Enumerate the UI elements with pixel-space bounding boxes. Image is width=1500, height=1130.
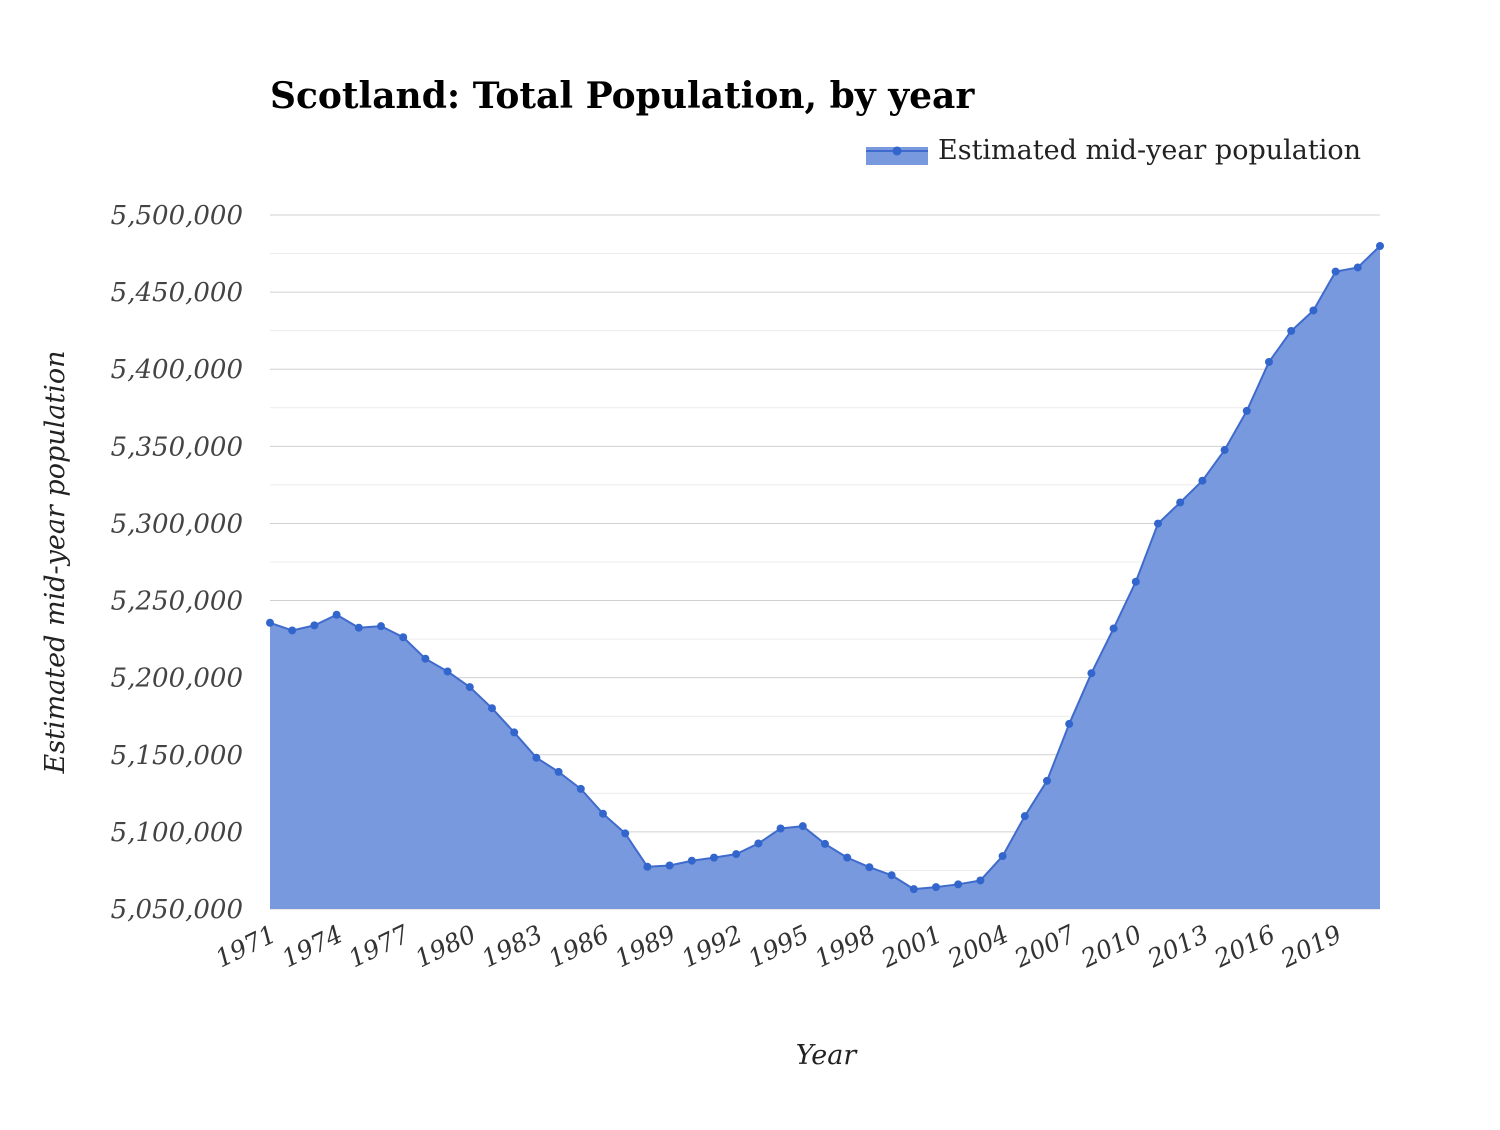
data-point bbox=[643, 862, 652, 871]
y-tick-label: 5,150,000 bbox=[111, 741, 243, 771]
legend-marker bbox=[892, 146, 902, 156]
data-point bbox=[687, 856, 696, 865]
y-tick-label: 5,100,000 bbox=[111, 818, 243, 848]
data-point bbox=[1376, 242, 1384, 250]
data-point bbox=[1265, 357, 1273, 366]
data-point bbox=[310, 621, 319, 630]
data-point bbox=[843, 853, 852, 862]
x-tick-label: 2013 bbox=[1142, 919, 1213, 973]
data-point bbox=[377, 622, 385, 631]
data-point bbox=[576, 784, 585, 793]
data-point bbox=[1287, 326, 1296, 335]
data-point bbox=[288, 626, 297, 635]
data-point bbox=[1242, 406, 1251, 415]
data-point bbox=[1087, 669, 1096, 678]
x-axis-label: Year bbox=[796, 1040, 859, 1071]
x-tick-label: 1998 bbox=[810, 919, 880, 973]
x-tick-label: 1995 bbox=[744, 919, 814, 973]
x-tick-label: 1986 bbox=[544, 919, 614, 973]
data-point bbox=[976, 876, 985, 885]
area-fill bbox=[270, 246, 1380, 909]
data-point bbox=[776, 824, 785, 833]
data-point bbox=[798, 822, 807, 831]
data-point bbox=[510, 728, 519, 737]
legend-label: Estimated mid-year population bbox=[938, 135, 1361, 166]
data-point bbox=[1065, 719, 1074, 728]
data-point bbox=[488, 704, 496, 713]
chart-title: Scotland: Total Population, by year bbox=[270, 75, 975, 117]
x-tick-label: 1974 bbox=[277, 919, 347, 973]
legend: Estimated mid-year population bbox=[866, 135, 1361, 166]
y-tick-label: 5,250,000 bbox=[111, 587, 243, 617]
data-point bbox=[554, 767, 563, 776]
data-point bbox=[266, 618, 274, 627]
data-point bbox=[754, 839, 763, 848]
x-tick-label: 2007 bbox=[1009, 919, 1080, 973]
data-point bbox=[887, 871, 896, 880]
y-tick-label: 5,400,000 bbox=[111, 355, 243, 385]
data-point bbox=[909, 885, 918, 894]
data-points bbox=[266, 242, 1384, 894]
x-tick-label: 1983 bbox=[477, 919, 547, 973]
data-point bbox=[1353, 263, 1362, 272]
data-point bbox=[1020, 812, 1029, 821]
area-series bbox=[269, 245, 1381, 909]
y-tick-label: 5,300,000 bbox=[111, 509, 243, 539]
data-point bbox=[465, 683, 474, 692]
x-tick-label: 1989 bbox=[610, 919, 680, 973]
data-point bbox=[710, 853, 718, 862]
data-point bbox=[1198, 476, 1207, 485]
y-tick-label: 5,450,000 bbox=[111, 278, 243, 308]
data-point bbox=[332, 610, 341, 619]
data-point bbox=[532, 753, 541, 762]
data-point bbox=[354, 623, 363, 632]
data-point bbox=[621, 829, 630, 838]
data-point bbox=[1220, 446, 1229, 455]
data-point bbox=[1131, 577, 1140, 586]
data-point bbox=[399, 633, 408, 642]
data-point bbox=[443, 667, 452, 676]
x-tick-label: 1980 bbox=[411, 919, 481, 973]
data-point bbox=[1309, 306, 1318, 315]
data-point bbox=[665, 861, 674, 870]
data-point bbox=[954, 880, 963, 889]
data-point bbox=[1154, 519, 1162, 528]
y-tick-label: 5,200,000 bbox=[111, 664, 243, 694]
data-point bbox=[732, 850, 741, 859]
x-tick-label: 2004 bbox=[942, 919, 1013, 973]
y-axis-label: Estimated mid-year population bbox=[40, 351, 71, 775]
data-point bbox=[1043, 776, 1051, 785]
x-axis-ticks: 1971197419771980198319861989199219951998… bbox=[211, 919, 1347, 973]
data-point bbox=[998, 852, 1007, 861]
data-point bbox=[421, 654, 430, 663]
x-tick-label: 1992 bbox=[677, 919, 747, 973]
y-tick-label: 5,050,000 bbox=[111, 895, 243, 925]
x-tick-label: 1977 bbox=[344, 919, 414, 973]
x-tick-label: 2010 bbox=[1076, 919, 1147, 973]
x-tick-label: 2019 bbox=[1275, 919, 1346, 973]
y-axis-ticks: 5,050,000 5,100,000 5,150,000 5,200,000 5,25… bbox=[111, 201, 243, 925]
y-tick-label: 5,500,000 bbox=[111, 201, 243, 231]
y-tick-label: 5,350,000 bbox=[111, 432, 243, 462]
data-point bbox=[599, 809, 607, 818]
data-point bbox=[1331, 267, 1340, 276]
data-point bbox=[821, 839, 829, 848]
data-point bbox=[932, 883, 940, 892]
x-tick-label: 2001 bbox=[876, 919, 947, 973]
x-tick-label: 1971 bbox=[211, 919, 281, 973]
data-point bbox=[1109, 624, 1118, 633]
data-point bbox=[865, 863, 874, 872]
data-point bbox=[1176, 498, 1185, 507]
x-tick-label: 2016 bbox=[1209, 919, 1280, 973]
